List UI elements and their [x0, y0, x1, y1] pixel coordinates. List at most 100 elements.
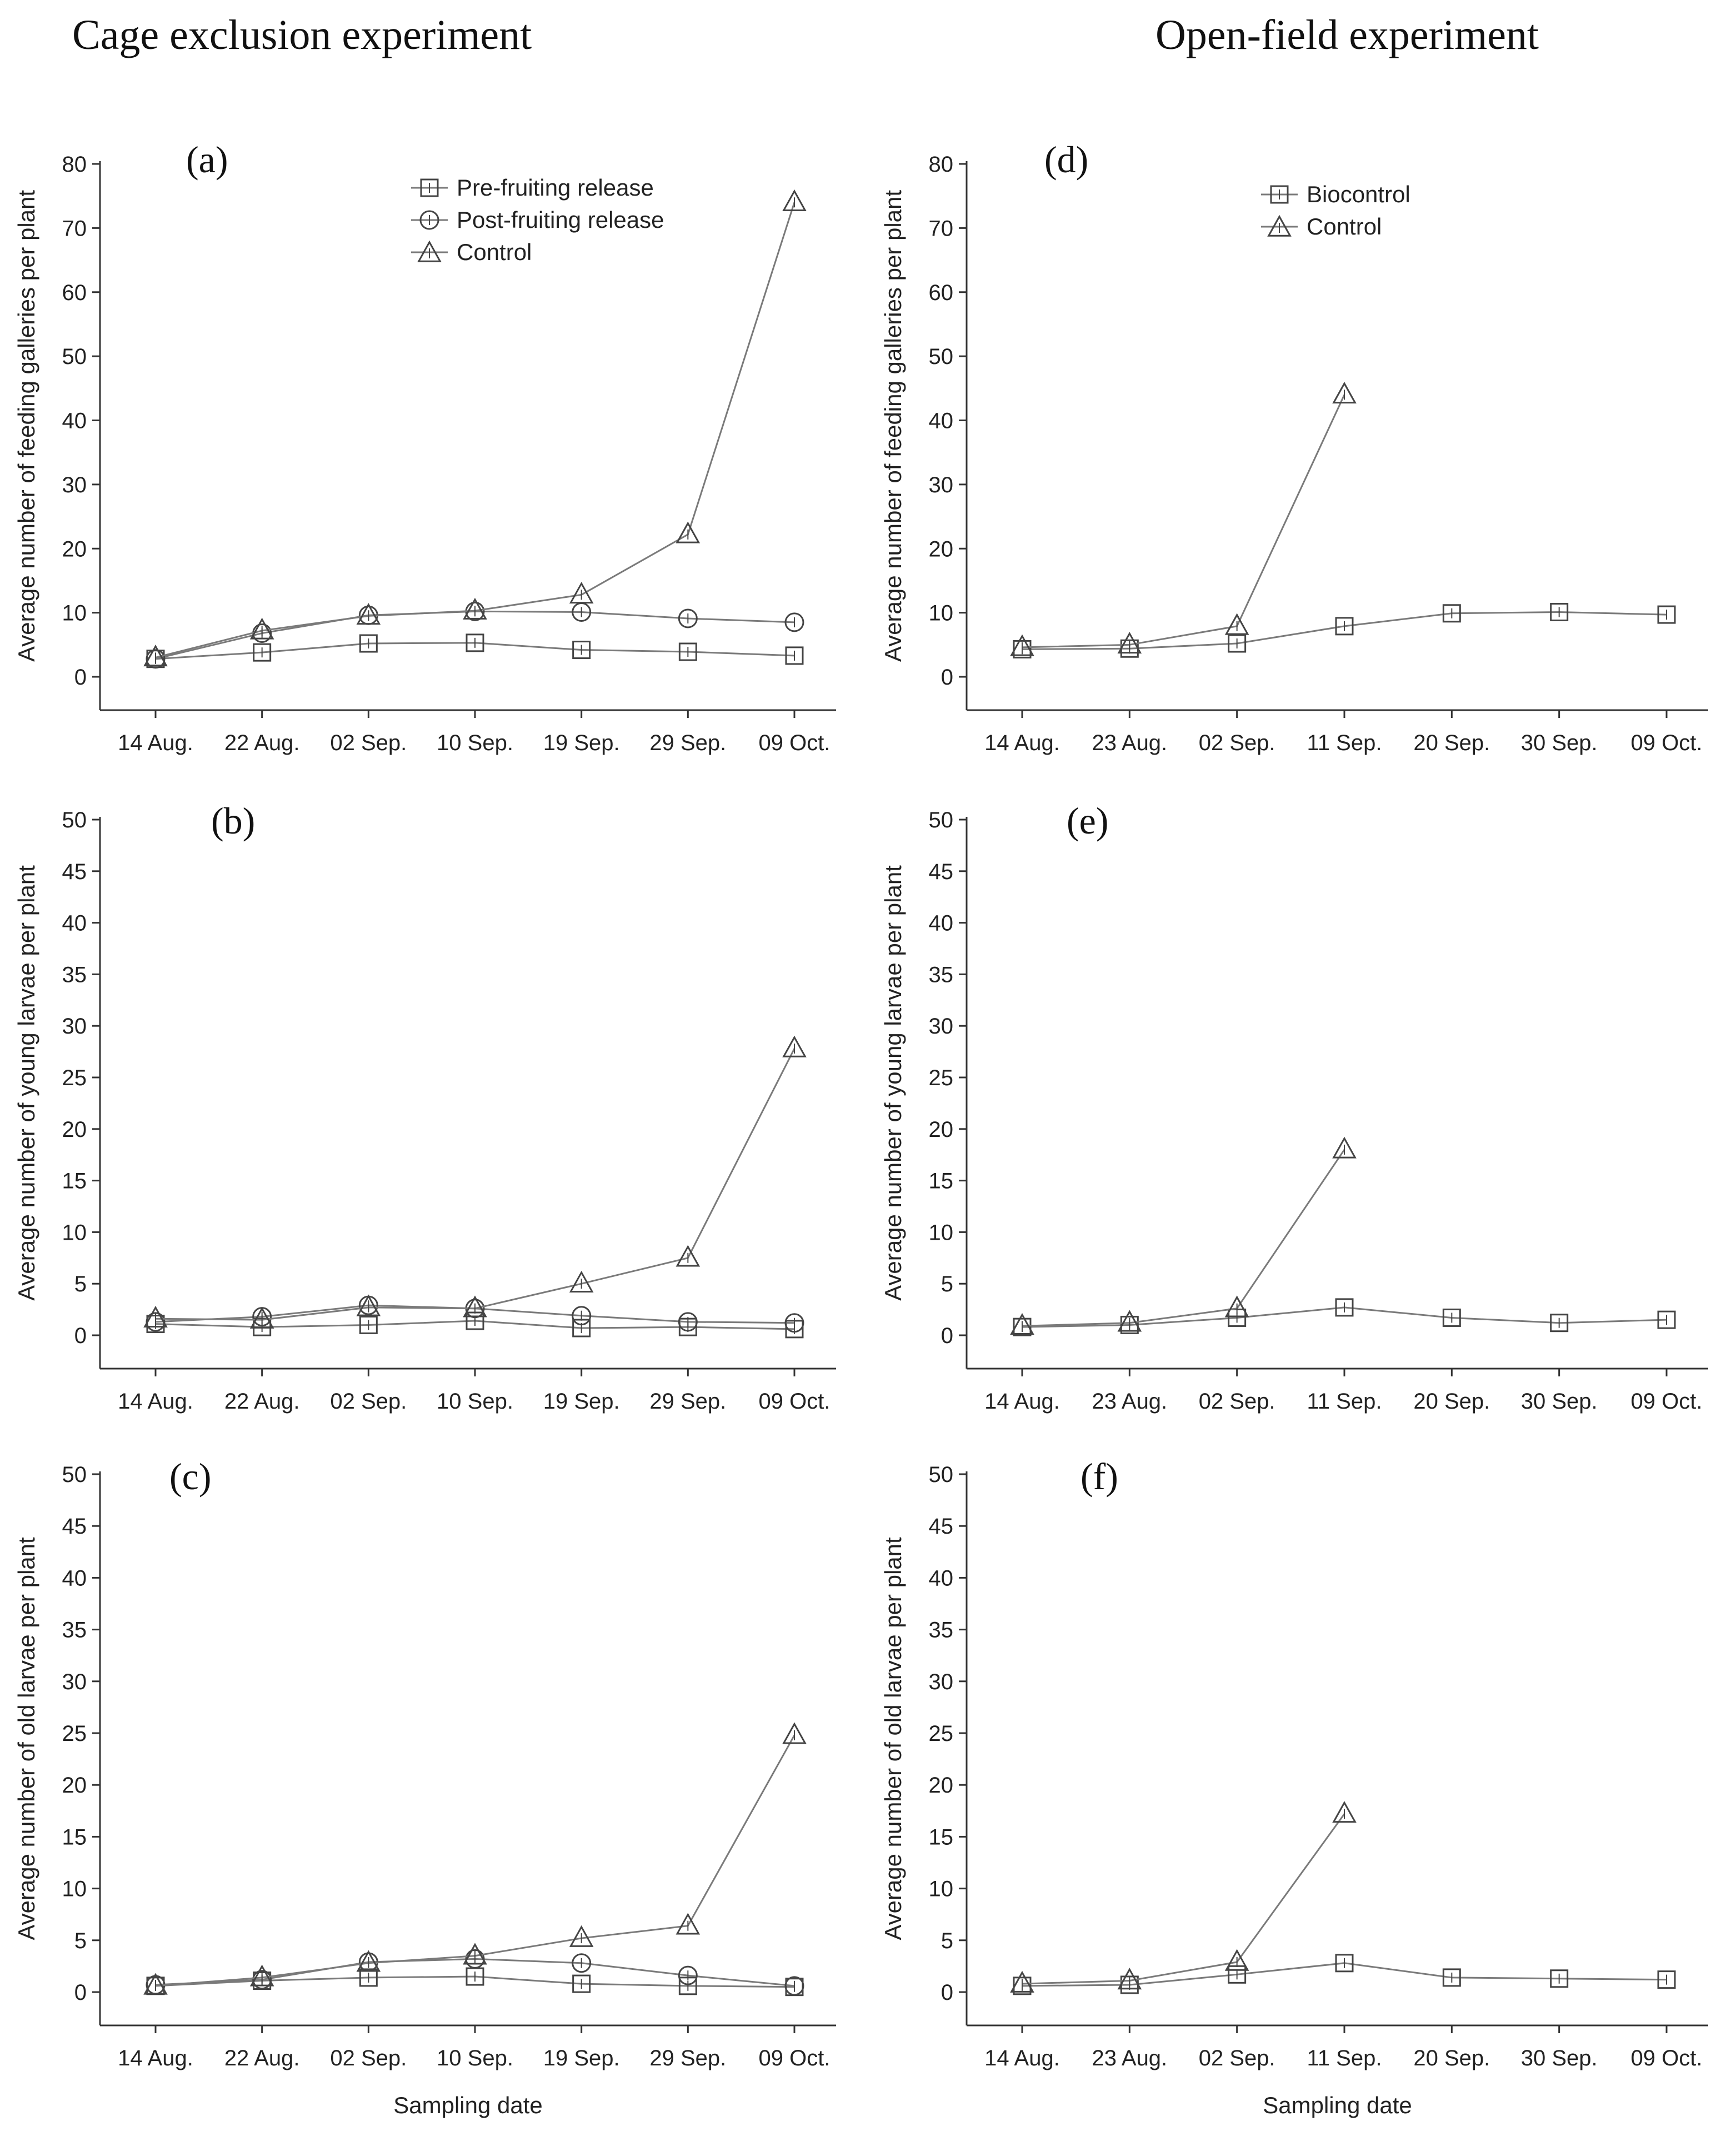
chart-f: 0 5 10 15 20 25 30 35 40 45 50 14 Aug. 23 Aug. 02 Sep… — [880, 1455, 1708, 2118]
y-tick-label: 25 — [929, 1066, 954, 1090]
data-point-triangle — [1010, 1312, 1034, 1335]
y-tick-label: 25 — [62, 1066, 87, 1090]
data-point-triangle — [676, 1245, 701, 1267]
x-tick-label: 30 Sep. — [1521, 2046, 1598, 2070]
data-point-circle — [784, 1976, 804, 1996]
y-tick-label: 40 — [62, 1566, 87, 1590]
y-tick-label: 25 — [929, 1721, 954, 1746]
series-control — [143, 189, 807, 667]
x-tick-label: 09 Oct. — [759, 2046, 831, 2070]
data-point-circle — [572, 1953, 592, 1973]
x-tick-label: 02 Sep. — [1199, 1389, 1275, 1414]
y-tick-label: 50 — [62, 1463, 87, 1487]
data-point-square — [1442, 604, 1461, 623]
y-tick-label: 40 — [62, 409, 87, 433]
y-tick-label: 40 — [929, 1566, 954, 1590]
data-point-triangle — [1332, 382, 1357, 404]
data-point-square — [1657, 1310, 1676, 1329]
data-point-circle — [678, 1965, 698, 1985]
data-point-square — [1442, 1308, 1461, 1327]
legend: Biocontrol Control — [1261, 181, 1410, 239]
y-axis-label: Average number of young larvae per plant — [13, 865, 39, 1301]
y-tick-label: 15 — [929, 1825, 954, 1849]
x-tick-label: 09 Oct. — [759, 731, 831, 755]
series-pre-fruiting-release — [146, 633, 804, 668]
y-tick-label: 20 — [929, 1117, 954, 1142]
series-line — [155, 1734, 796, 1987]
data-point-triangle — [463, 597, 487, 620]
y-axis-label: Average number of feeding galleries per … — [13, 190, 39, 662]
data-point-triangle — [1117, 1968, 1142, 1990]
x-tick-label: 14 Aug. — [984, 731, 1060, 755]
y-tick-label: 80 — [62, 152, 87, 177]
y-tick-label: 5 — [941, 1929, 953, 1953]
y-tick-label: 30 — [929, 473, 954, 497]
data-point-square — [253, 643, 272, 662]
data-point-triangle — [143, 645, 168, 667]
x-tick-label: 11 Sep. — [1307, 731, 1382, 755]
data-point-triangle — [782, 189, 807, 211]
data-point-square — [1657, 605, 1676, 624]
series-line — [1022, 394, 1345, 648]
panel-label-b: (b) — [211, 800, 255, 842]
x-tick-label: 14 Aug. — [118, 1389, 193, 1414]
x-tick-label: 20 Sep. — [1413, 2046, 1490, 2070]
data-point-triangle — [463, 1295, 487, 1317]
y-tick-label: 35 — [62, 962, 87, 987]
heading-open-field: Open-field experiment — [1155, 12, 1539, 58]
y-tick-label: 30 — [62, 473, 87, 497]
y-tick-label: 0 — [74, 1980, 87, 2005]
y-tick-label: 10 — [929, 1220, 954, 1245]
y-tick-label: 15 — [62, 1825, 87, 1849]
x-tick-label: 29 Sep. — [649, 731, 726, 755]
data-point-circle — [252, 1970, 272, 1990]
x-tick-label: 10 Sep. — [437, 2046, 513, 2070]
legend-marker-square — [420, 178, 439, 197]
y-tick-label: 10 — [62, 1877, 87, 1902]
data-point-square — [785, 646, 804, 665]
x-tick-label: 11 Sep. — [1307, 2046, 1382, 2070]
y-tick-label: 50 — [929, 345, 954, 369]
y-tick-label: 0 — [941, 1324, 953, 1348]
data-point-circle — [678, 608, 698, 628]
legend-marker-circle — [419, 210, 439, 230]
y-tick-label: 45 — [929, 860, 954, 884]
x-tick-label: 10 Sep. — [437, 1389, 513, 1414]
legend-marker-square — [1270, 185, 1289, 204]
series-control — [143, 1722, 807, 1995]
y-tick-label: 10 — [929, 601, 954, 626]
x-tick-label: 19 Sep. — [543, 731, 620, 755]
x-tick-label: 20 Sep. — [1413, 731, 1490, 755]
y-tick-label: 30 — [62, 1014, 87, 1039]
data-point-triangle — [1224, 613, 1249, 635]
series-biocontrol — [1013, 1298, 1676, 1336]
data-point-triangle — [676, 1913, 701, 1935]
x-tick-label: 19 Sep. — [543, 2046, 620, 2070]
panel-label-f: (f) — [1080, 1455, 1118, 1498]
x-tick-label: 09 Oct. — [1631, 1389, 1703, 1414]
y-tick-label: 45 — [62, 860, 87, 884]
series-line — [155, 202, 796, 658]
x-tick-label: 20 Sep. — [1413, 1389, 1490, 1414]
y-tick-label: 0 — [74, 665, 87, 690]
data-point-triangle — [143, 1305, 168, 1328]
data-point-triangle — [1010, 1970, 1034, 1993]
y-tick-label: 20 — [62, 537, 87, 561]
y-tick-label: 40 — [929, 911, 954, 936]
heading-cage-exclusion: Cage exclusion experiment — [72, 12, 532, 58]
series-biocontrol — [1013, 602, 1676, 658]
data-point-square — [359, 634, 378, 653]
y-tick-label: 70 — [62, 216, 87, 241]
data-point-triangle — [356, 603, 381, 625]
series-line — [155, 1048, 796, 1321]
y-tick-label: 5 — [941, 1272, 953, 1296]
y-tick-label: 5 — [74, 1272, 87, 1296]
series-biocontrol — [1013, 1954, 1676, 1995]
x-tick-label: 19 Sep. — [543, 1389, 620, 1414]
data-point-triangle — [356, 1950, 381, 1972]
y-tick-label: 15 — [62, 1169, 87, 1194]
series-control — [1010, 382, 1357, 656]
data-point-triangle — [143, 1973, 168, 1995]
panel-label-a: (a) — [186, 138, 228, 181]
legend-entry: Control — [457, 239, 532, 265]
